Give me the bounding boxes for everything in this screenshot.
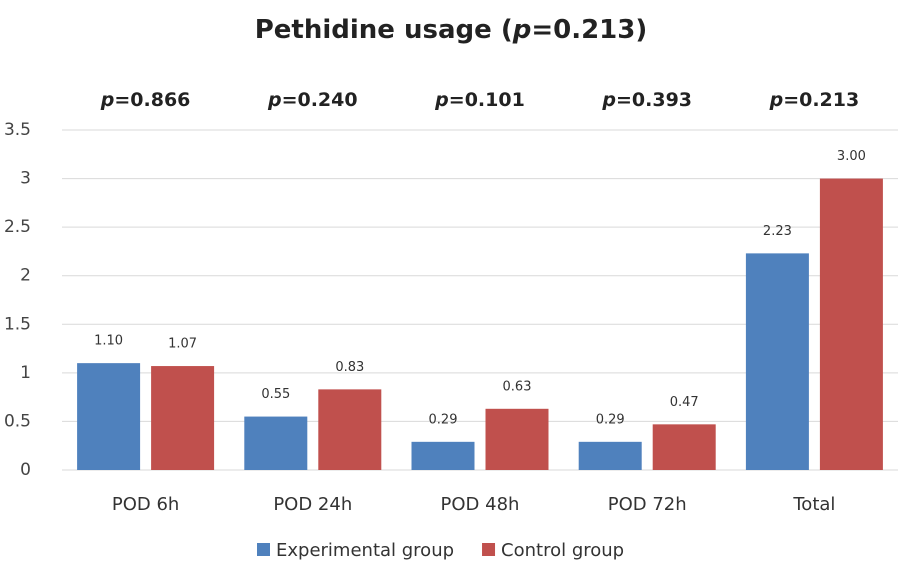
bar	[819, 178, 883, 471]
x-tick-label: Total	[792, 494, 835, 515]
y-tick-label: 3.5	[4, 120, 31, 140]
bar	[485, 408, 549, 470]
y-tick-label: 0.5	[4, 411, 31, 431]
bar	[77, 363, 141, 470]
y-tick-label: 2.5	[4, 217, 31, 237]
legend-swatch	[482, 543, 496, 556]
y-tick-label: 3	[20, 169, 31, 189]
value-label: 2.23	[763, 224, 792, 239]
y-tick-label: 0	[20, 460, 31, 480]
y-tick-label: 1.5	[4, 314, 31, 334]
x-tick-label: POD 48h	[441, 494, 520, 515]
bar	[318, 389, 382, 470]
bar	[151, 366, 215, 470]
bar	[578, 441, 642, 470]
legend-label: Control group	[501, 540, 624, 561]
y-tick-label: 2	[20, 266, 31, 286]
bar	[411, 441, 475, 470]
bar	[244, 416, 308, 470]
x-tick-label: POD 24h	[273, 494, 352, 515]
bar	[652, 424, 716, 470]
annotation: p=0.213	[769, 89, 860, 111]
value-label: 0.29	[596, 412, 625, 427]
chart-title: Pethidine usage (p=0.213)	[255, 15, 648, 45]
value-label: 0.47	[670, 395, 699, 410]
value-label: 1.10	[94, 334, 123, 349]
annotation: p=0.101	[434, 89, 525, 111]
y-tick-label: 1	[20, 363, 31, 383]
value-label: 1.07	[168, 337, 197, 352]
legend-swatch	[257, 543, 270, 556]
x-tick-label: POD 6h	[112, 494, 179, 515]
x-tick-label: POD 72h	[608, 494, 687, 515]
bar	[745, 253, 809, 470]
annotation: p=0.240	[267, 89, 358, 111]
annotation: p=0.866	[100, 89, 191, 111]
value-label: 0.63	[503, 379, 532, 394]
value-label: 0.29	[429, 412, 458, 427]
value-label: 3.00	[837, 149, 866, 164]
annotation: p=0.393	[601, 89, 692, 111]
legend-label: Experimental group	[276, 540, 454, 561]
value-label: 0.83	[335, 360, 364, 375]
value-label: 0.55	[261, 387, 290, 402]
